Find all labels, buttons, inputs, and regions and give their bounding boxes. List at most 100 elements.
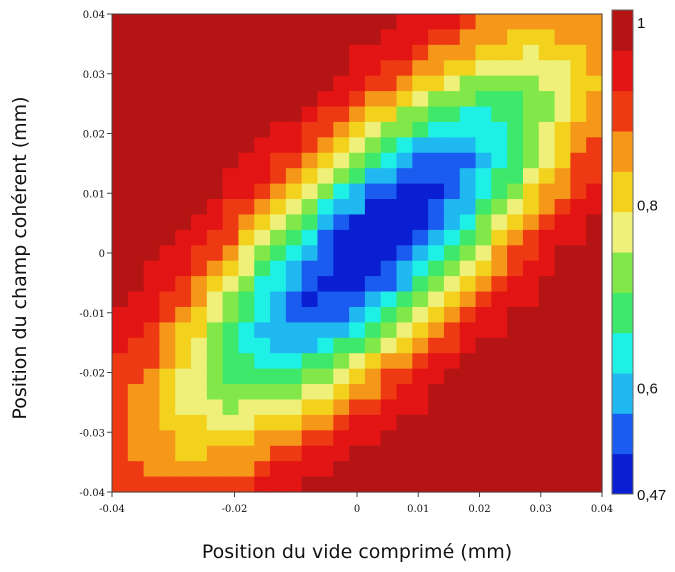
heatmap-cell bbox=[586, 337, 603, 354]
heatmap-cell bbox=[586, 229, 603, 246]
heatmap-cell bbox=[285, 106, 303, 123]
heatmap-cell bbox=[522, 276, 540, 293]
heatmap-cell bbox=[191, 121, 208, 138]
heatmap-cell bbox=[285, 29, 303, 46]
heatmap-cell bbox=[491, 476, 508, 493]
heatmap-cell bbox=[443, 430, 461, 447]
heatmap-cell bbox=[254, 121, 271, 138]
heatmap-cell bbox=[538, 75, 556, 92]
heatmap-cell bbox=[428, 214, 445, 231]
heatmap-cell bbox=[270, 137, 287, 154]
heatmap-cell bbox=[428, 384, 445, 401]
heatmap-cell bbox=[143, 106, 161, 123]
heatmap-cell bbox=[238, 306, 255, 323]
heatmap-cell bbox=[491, 337, 508, 354]
heatmap-cell bbox=[127, 276, 145, 293]
heatmap-cell bbox=[428, 445, 445, 462]
heatmap-cell bbox=[475, 306, 492, 323]
heatmap-cell bbox=[554, 183, 571, 200]
y-tick-label: -0.01 bbox=[79, 309, 105, 320]
heatmap-cell bbox=[112, 306, 129, 323]
heatmap-cell bbox=[112, 414, 129, 431]
heatmap-cell bbox=[301, 353, 319, 370]
heatmap-cell bbox=[554, 260, 571, 277]
heatmap-cell bbox=[586, 399, 603, 416]
heatmap-cell bbox=[586, 75, 603, 92]
heatmap-cell bbox=[333, 60, 350, 77]
heatmap-cell bbox=[254, 322, 271, 339]
heatmap-cell bbox=[554, 60, 571, 77]
heatmap-cell bbox=[522, 414, 540, 431]
heatmap-cell bbox=[396, 291, 413, 308]
y-tick-label: 0.04 bbox=[83, 10, 105, 21]
heatmap-cell bbox=[412, 353, 429, 370]
heatmap-cell bbox=[570, 91, 587, 108]
heatmap-cell bbox=[317, 199, 334, 216]
heatmap-cell bbox=[238, 430, 255, 447]
heatmap-cell bbox=[175, 183, 192, 200]
y-tick-label: 0 bbox=[99, 249, 105, 260]
y-tick-label: 0.03 bbox=[83, 70, 105, 81]
heatmap-cell bbox=[175, 152, 192, 169]
heatmap-cell bbox=[191, 291, 208, 308]
heatmap-cell bbox=[317, 168, 334, 185]
heatmap-cell bbox=[175, 353, 192, 370]
heatmap-cell bbox=[317, 106, 334, 123]
heatmap-cell bbox=[317, 152, 334, 169]
heatmap-cell bbox=[475, 260, 492, 277]
heatmap-cell bbox=[507, 91, 524, 108]
heatmap-cell bbox=[285, 260, 303, 277]
heatmap-cell bbox=[301, 152, 319, 169]
heatmap-cell bbox=[507, 44, 524, 61]
heatmap-cell bbox=[380, 414, 398, 431]
heatmap-cell bbox=[412, 245, 429, 262]
heatmap-cell bbox=[570, 461, 587, 478]
heatmap-cell bbox=[254, 229, 271, 246]
heatmap-cell bbox=[159, 384, 176, 401]
heatmap-cell bbox=[175, 168, 192, 185]
heatmap-cell bbox=[443, 91, 461, 108]
heatmap-cell bbox=[443, 137, 461, 154]
heatmap-cell bbox=[317, 476, 334, 493]
heatmap-cell bbox=[380, 291, 398, 308]
heatmap-cell bbox=[459, 260, 477, 277]
heatmap-cell bbox=[112, 29, 129, 46]
heatmap-cell bbox=[127, 60, 145, 77]
heatmap-cell bbox=[586, 152, 603, 169]
heatmap-cell bbox=[396, 29, 413, 46]
heatmap-cell bbox=[191, 106, 208, 123]
heatmap-cell bbox=[206, 152, 224, 169]
heatmap-cell bbox=[333, 461, 350, 478]
heatmap-cell bbox=[586, 137, 603, 154]
heatmap-cell bbox=[396, 152, 413, 169]
heatmap-cell bbox=[191, 384, 208, 401]
heatmap-cell bbox=[522, 399, 540, 416]
heatmap-cell bbox=[112, 276, 129, 293]
heatmap-cell bbox=[175, 430, 192, 447]
heatmap-cell bbox=[522, 29, 540, 46]
heatmap-cell bbox=[112, 152, 129, 169]
heatmap-cell bbox=[507, 337, 524, 354]
colorbar-segment bbox=[612, 413, 633, 455]
heatmap-cell bbox=[159, 399, 176, 416]
heatmap-cell bbox=[206, 199, 224, 216]
heatmap-cell bbox=[270, 214, 287, 231]
heatmap-cell bbox=[175, 121, 192, 138]
heatmap-cell bbox=[238, 461, 255, 478]
heatmap-cell bbox=[159, 368, 176, 385]
heatmap-cell bbox=[396, 430, 413, 447]
heatmap-cell bbox=[554, 75, 571, 92]
heatmap-cell bbox=[222, 430, 240, 447]
heatmap-cell bbox=[507, 75, 524, 92]
heatmap-cell bbox=[364, 368, 382, 385]
heatmap-cell bbox=[570, 75, 587, 92]
heatmap-cell bbox=[206, 461, 224, 478]
heatmap-cell bbox=[333, 353, 350, 370]
heatmap-cell bbox=[127, 121, 145, 138]
heatmap-cell bbox=[443, 461, 461, 478]
heatmap-cell bbox=[364, 322, 382, 339]
heatmap-cell bbox=[127, 368, 145, 385]
heatmap-cell bbox=[143, 322, 161, 339]
heatmap-cell bbox=[428, 276, 445, 293]
heatmap-cell bbox=[396, 445, 413, 462]
